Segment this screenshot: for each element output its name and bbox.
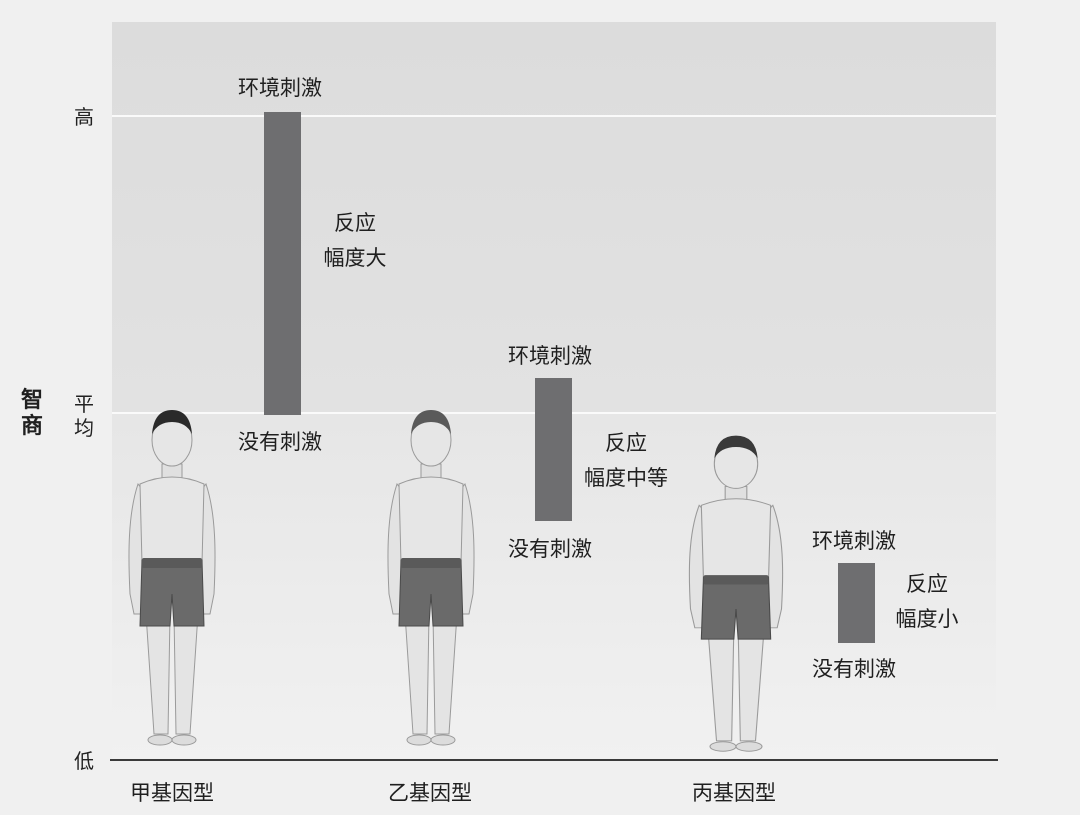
genotype-c-name: 丙基因型 — [692, 781, 776, 805]
genotype-a-hair — [152, 410, 192, 434]
y-tick-average: 平均 — [74, 392, 94, 440]
genotype-c-reaction-bar — [838, 563, 875, 643]
genotype-b-reaction-bar — [535, 378, 572, 521]
genotype-c-hair — [714, 435, 758, 459]
genotype-c-boy-illustration — [688, 435, 784, 752]
genotype-c-no-stimulus-label: 没有刺激 — [812, 657, 896, 681]
genotype-a-response-line1: 反应 — [334, 211, 376, 235]
y-tick-high: 高 — [74, 105, 94, 129]
x-axis-baseline — [110, 759, 998, 761]
genotype-b-boy-illustration — [387, 410, 475, 746]
genotype-b-hair — [411, 410, 451, 434]
genotype-b-response-line2: 幅度中等 — [584, 466, 668, 490]
genotype-b-response-text: 反应 幅度中等 — [580, 426, 672, 496]
genotype-b-stimulus-label: 环境刺激 — [508, 344, 592, 368]
genotype-a-boy-illustration — [128, 410, 216, 746]
genotype-a-name: 甲基因型 — [130, 781, 214, 805]
genotype-a-reaction-bar — [264, 112, 301, 415]
genotype-c-stimulus-label: 环境刺激 — [812, 529, 896, 553]
genotype-b-response-line1: 反应 — [605, 431, 647, 455]
genotype-a-response-text: 反应 幅度大 — [318, 206, 392, 276]
genotype-a-response-line2: 幅度大 — [323, 246, 387, 270]
genotype-a-stimulus-label: 环境刺激 — [238, 76, 322, 100]
genotype-b-name: 乙基因型 — [388, 781, 472, 805]
genotype-b-no-stimulus-label: 没有刺激 — [508, 537, 592, 561]
genotype-c-response-line1: 反应 — [906, 572, 948, 596]
genotype-c-response-text: 反应 幅度小 — [894, 567, 960, 637]
genotype-c-response-line2: 幅度小 — [895, 607, 959, 631]
y-axis-title: 智商 — [20, 388, 43, 439]
y-tick-low: 低 — [74, 749, 94, 773]
high-iq-gridline — [112, 115, 996, 117]
genotype-a-no-stimulus-label: 没有刺激 — [238, 430, 322, 454]
